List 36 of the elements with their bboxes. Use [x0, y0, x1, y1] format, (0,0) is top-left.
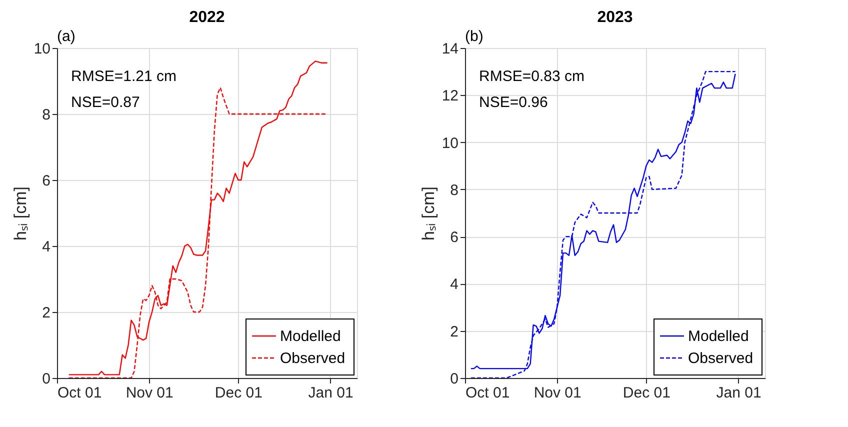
x-tick-label: Jan 01: [308, 384, 354, 402]
legend-label: Modelled: [688, 328, 749, 345]
y-axis-title: hₛᵢ [cm]: [418, 186, 438, 240]
y-tick-label: 2: [450, 323, 458, 340]
y-tick-label: 4: [450, 276, 458, 294]
x-tick-label: Jan 01: [716, 384, 762, 402]
y-tick-label: 0: [450, 370, 458, 388]
y-tick-label: 4: [42, 238, 50, 256]
y-tick-label: 12: [442, 88, 458, 105]
y-tick-label: 2: [42, 304, 50, 322]
legend-label: Observed: [280, 350, 346, 367]
y-tick-label: 6: [450, 229, 458, 246]
annotation: RMSE=1.21 cm: [71, 68, 176, 85]
x-tick-label: Dec 01: [214, 384, 262, 402]
text: (b): [465, 28, 484, 45]
chart-title: 2023: [597, 9, 633, 26]
legend-label: Observed: [688, 350, 754, 367]
y-tick-label: 6: [42, 172, 50, 190]
annotation: RMSE=0.83 cm: [479, 68, 584, 85]
x-tick-label: Nov 01: [126, 384, 174, 402]
text: (a): [57, 28, 76, 45]
x-tick-label: Oct 01: [58, 384, 102, 402]
y-tick-label: 0: [42, 370, 50, 388]
chart-title: 2022: [189, 9, 225, 26]
x-tick-label: Dec 01: [622, 384, 670, 402]
annotation: NSE=0.87: [71, 94, 140, 111]
y-tick-label: 8: [450, 182, 458, 199]
legend-label: Modelled: [280, 328, 341, 345]
y-tick-label: 14: [442, 40, 458, 58]
x-tick-label: Oct 01: [466, 384, 510, 402]
y-tick-label: 8: [42, 106, 50, 124]
x-tick-label: Nov 01: [534, 384, 582, 402]
y-tick-label: 10: [442, 134, 458, 152]
y-axis-title: hₛᵢ [cm]: [10, 186, 30, 240]
y-tick-label: 10: [34, 40, 50, 58]
annotation: NSE=0.96: [479, 94, 548, 111]
